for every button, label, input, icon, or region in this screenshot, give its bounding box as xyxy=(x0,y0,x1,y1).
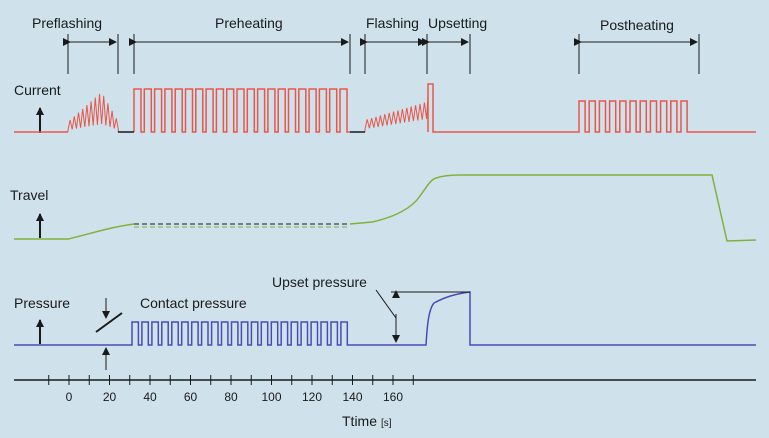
contact-pressure-marker xyxy=(95,298,123,370)
time-axis-unit: [s] xyxy=(381,418,392,429)
current-flash-oscillation xyxy=(364,95,429,132)
axis-tick-label: 60 xyxy=(184,390,198,404)
contact-pressure-label: Contact pressure xyxy=(140,295,247,311)
axis-tick-label: 140 xyxy=(342,390,362,404)
phase-label-preheating: Preheating xyxy=(215,15,283,31)
axis-tick-label: 80 xyxy=(224,390,238,404)
phase-label-upsetting: Upsetting xyxy=(428,15,487,31)
axis-tick-label: 100 xyxy=(261,390,281,404)
axis-tick-label: 0 xyxy=(66,390,73,404)
phase-label-preflashing: Preflashing xyxy=(32,15,102,31)
time-axis-title: Ttime xyxy=(342,413,377,429)
axis-tick-label: 120 xyxy=(302,390,322,404)
travel-curve xyxy=(14,174,757,242)
axis-tick-label: 20 xyxy=(103,390,117,404)
signal-label-travel: Travel xyxy=(10,187,48,203)
current-preflash-oscillation xyxy=(67,93,119,133)
axis-tick-label: 40 xyxy=(143,390,157,404)
time-axis: 0 20 40 60 80 100 120 140 160 xyxy=(14,375,756,404)
upset-pressure-label: Upset pressure xyxy=(272,274,367,290)
upset-pressure-marker xyxy=(375,289,470,343)
phase-label-postheating: Postheating xyxy=(600,17,674,33)
current-waveform xyxy=(14,83,756,133)
phase-span-markers xyxy=(63,34,700,74)
signal-label-current: Current xyxy=(14,82,61,98)
axis-tick-label: 160 xyxy=(383,390,403,404)
phase-label-flashing: Flashing xyxy=(366,15,419,31)
time-axis-label: Ttime [s] xyxy=(342,413,392,429)
pressure-waveform xyxy=(14,291,756,346)
signal-label-pressure: Pressure xyxy=(14,295,70,311)
